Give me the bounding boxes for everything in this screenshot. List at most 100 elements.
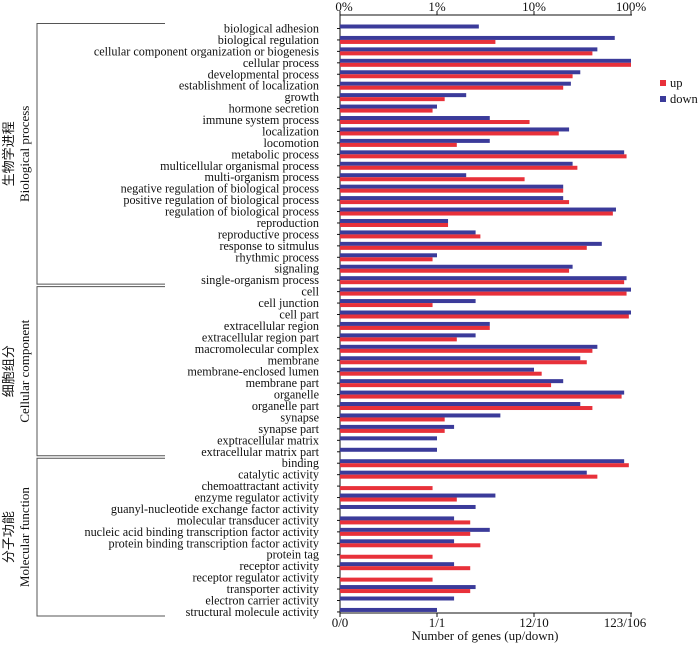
category-label: membrane part xyxy=(246,376,320,390)
bar-up xyxy=(340,406,593,411)
category-label: transporter activity xyxy=(227,582,320,596)
bar-down xyxy=(340,596,455,601)
bar-down xyxy=(340,413,501,418)
bar-down xyxy=(340,470,587,475)
category-label: catalytic activity xyxy=(238,468,320,482)
category-label: extracellular region part xyxy=(202,330,320,344)
category-label: positive regulation of biological proces… xyxy=(123,193,319,207)
bar-down xyxy=(340,310,631,315)
group-brackets: 生物学进程 Biological process 细胞组分 Cellular comp… xyxy=(1,23,165,617)
group-label-cn-mf: 分子功能 xyxy=(1,511,16,563)
bar-up xyxy=(340,165,578,170)
bar-up xyxy=(340,108,433,113)
bar-up xyxy=(340,394,622,399)
bar-down xyxy=(340,161,573,166)
bar-up xyxy=(340,120,530,125)
bar-up xyxy=(340,463,629,468)
category-label: metabolic process xyxy=(231,147,319,161)
category-label: multicellular organismal process xyxy=(160,159,319,173)
category-label: receptor activity xyxy=(239,559,319,573)
group-label-cn-bp: 生物学进程 xyxy=(1,121,16,186)
legend-label-up: up xyxy=(670,76,683,90)
bar-down xyxy=(340,218,449,223)
category-label: organelle xyxy=(274,388,319,402)
bar-up xyxy=(340,383,552,388)
category-label: locomotion xyxy=(263,136,319,150)
category-label: synapse part xyxy=(258,422,319,436)
bar-down xyxy=(340,184,564,189)
bar-up xyxy=(340,497,457,502)
category-label: biological adhesion xyxy=(224,22,319,36)
category-label: membrane xyxy=(268,353,319,367)
bar-up xyxy=(340,188,564,193)
bar-down xyxy=(340,493,496,498)
bar-down xyxy=(340,607,437,612)
category-label: extracellular region xyxy=(224,319,319,333)
category-label: chemoattractant activity xyxy=(202,479,320,493)
bar-down xyxy=(340,585,476,590)
category-label: signaling xyxy=(274,262,319,276)
category-label: binding xyxy=(282,456,319,470)
bar-up xyxy=(340,97,445,102)
category-label: organelle part xyxy=(252,399,320,413)
category-label: regulation of biological process xyxy=(165,205,319,219)
bar-down xyxy=(340,253,437,258)
bar-up xyxy=(340,222,449,227)
bar-down xyxy=(340,173,467,178)
bar-down xyxy=(340,299,476,304)
bar-down xyxy=(340,321,490,326)
category-label: response to sitmulus xyxy=(219,239,319,253)
category-label: synapse xyxy=(280,410,319,424)
bars xyxy=(340,24,631,612)
bar-down xyxy=(340,516,455,521)
bar-down xyxy=(340,138,490,143)
group-label-en-bp: Biological process xyxy=(17,106,32,202)
category-label: cell junction xyxy=(258,296,319,310)
bottom-tick-label: 1/1 xyxy=(429,615,446,630)
category-label: protein tag xyxy=(267,548,319,562)
top-tick-label: 10% xyxy=(522,0,546,14)
axis-ticks: 0% 1% 10% 100% 0/0 1/1 12/10 123/106 xyxy=(332,0,647,630)
x-axis-label: Number of genes (up/down) xyxy=(412,628,559,643)
bar-down xyxy=(340,276,627,281)
bar-down xyxy=(340,116,490,121)
category-label: extracellular matrix part xyxy=(201,445,319,459)
bar-up xyxy=(340,280,625,285)
bar-down xyxy=(340,527,490,532)
bar-down xyxy=(340,562,455,567)
bar-up xyxy=(340,566,471,571)
category-label: growth xyxy=(284,90,319,104)
bar-down xyxy=(340,459,625,464)
bar-up xyxy=(340,554,433,559)
legend-swatch-up xyxy=(660,80,666,86)
bar-up xyxy=(340,268,570,273)
bar-up xyxy=(340,589,471,594)
group-label-en-mf: Molecular function xyxy=(17,487,32,587)
bar-down xyxy=(340,93,467,98)
category-label: immune system process xyxy=(203,113,320,127)
legend-swatch-down xyxy=(660,96,666,102)
bar-down xyxy=(340,47,598,52)
bar-down xyxy=(340,70,581,75)
category-label: rhythmic process xyxy=(235,250,319,264)
bar-down xyxy=(340,207,616,212)
bar-up xyxy=(340,177,525,182)
bar-up xyxy=(340,474,598,479)
bar-up xyxy=(340,337,457,342)
bar-down xyxy=(340,356,581,361)
bar-down xyxy=(340,196,564,201)
bar-down xyxy=(340,379,564,384)
category-label: cell part xyxy=(279,308,319,322)
category-label: enzyme regulator activity xyxy=(194,491,319,505)
category-label: cell xyxy=(301,285,319,299)
bar-down xyxy=(340,241,602,246)
bar-down xyxy=(340,24,479,29)
group-bracket-mf xyxy=(36,457,165,617)
bar-up xyxy=(340,154,627,159)
category-label: receptor regulator activity xyxy=(192,571,319,585)
bar-down xyxy=(340,58,631,63)
bar-down xyxy=(340,539,455,544)
bottom-tick-label: 123/106 xyxy=(604,615,647,630)
bar-up xyxy=(340,74,573,79)
